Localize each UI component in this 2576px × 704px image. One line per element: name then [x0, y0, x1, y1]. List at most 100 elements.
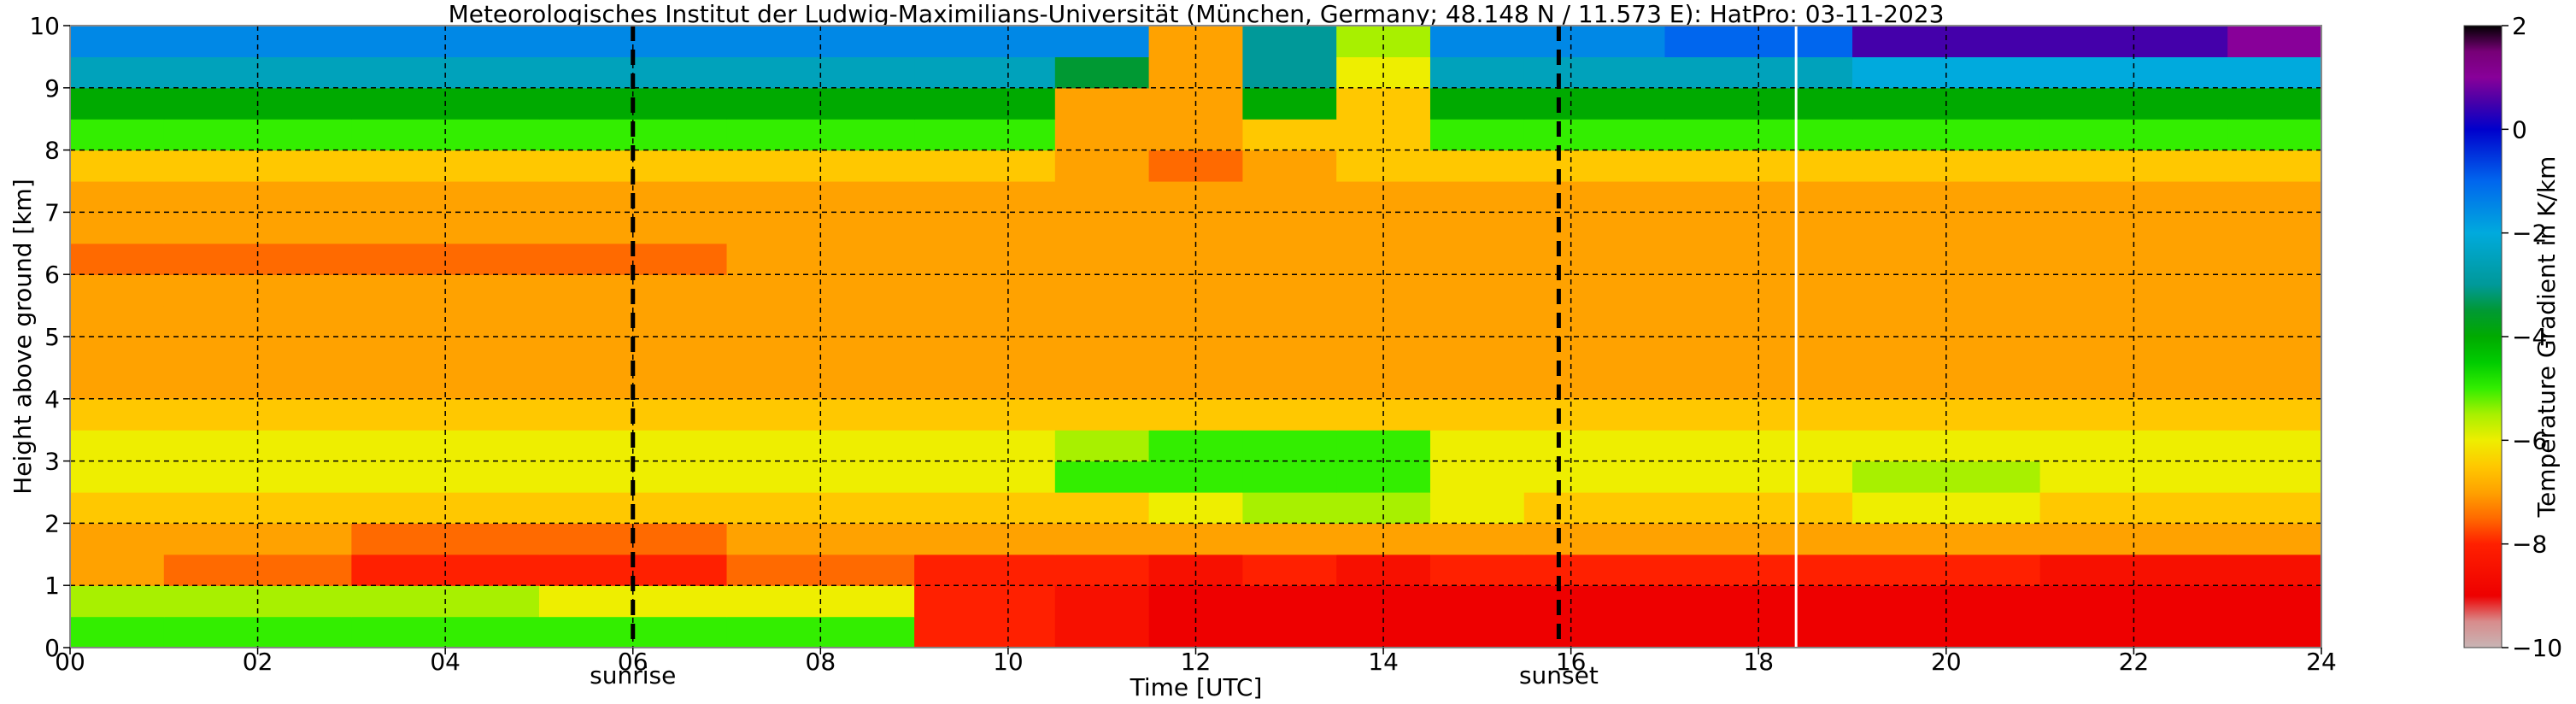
- heatmap-cell: [1242, 554, 1337, 586]
- heatmap-cell: [2227, 274, 2322, 307]
- x-tick-label: 06: [618, 648, 648, 676]
- heatmap-cell: [914, 274, 1056, 307]
- heatmap-cell: [2227, 150, 2322, 182]
- heatmap-cell: [1429, 181, 1525, 213]
- colorbar-tick-label: −8: [2512, 531, 2547, 559]
- heatmap-cell: [1523, 56, 1666, 89]
- heatmap-cell: [1523, 461, 1666, 493]
- y-tick-label: 0: [44, 634, 60, 662]
- chart-title: Meteorologisches Institut der Ludwig-Max…: [449, 0, 1945, 28]
- heatmap-cell: [1242, 461, 1337, 493]
- heatmap-cell: [1054, 26, 1150, 57]
- x-axis-label: Time [UTC]: [1130, 673, 1263, 701]
- heatmap-cell: [914, 492, 1056, 524]
- heatmap-cell: [726, 243, 915, 275]
- heatmap-cell: [1054, 585, 1150, 618]
- heatmap-cell: [914, 119, 1056, 151]
- heatmap-cell: [1054, 181, 1150, 213]
- heatmap-cell: [1242, 274, 1337, 307]
- heatmap-cell: [1523, 523, 1666, 555]
- x-tick-label: 02: [243, 648, 273, 676]
- heatmap-cell: [1242, 56, 1337, 89]
- heatmap-cell: [914, 181, 1056, 213]
- heatmap-cell: [1852, 26, 2041, 57]
- y-tick-label: 5: [44, 323, 60, 351]
- heatmap-cell: [1054, 492, 1150, 524]
- heatmap-cell: [1054, 150, 1150, 182]
- heatmap-cell: [1336, 243, 1431, 275]
- heatmap-cell: [163, 243, 352, 275]
- heatmap-cell: [914, 212, 1056, 244]
- heatmap-cell: [70, 337, 165, 368]
- x-tick-label: 16: [1556, 648, 1587, 676]
- heatmap-cell: [2227, 430, 2322, 462]
- x-tick-label: 22: [2119, 648, 2150, 676]
- heatmap-cell: [70, 212, 165, 244]
- grid-lines: [70, 26, 2321, 648]
- y-tick-label: 10: [29, 12, 60, 40]
- heatmap-cell: [2227, 554, 2322, 586]
- heatmap-cell: [2227, 523, 2322, 555]
- heatmap-cell: [1523, 585, 1666, 618]
- heatmap-cell: [1523, 181, 1666, 213]
- heatmap-cell: [1429, 119, 1525, 151]
- heatmap-cell: [1054, 243, 1150, 275]
- heatmap-cell: [1242, 87, 1337, 120]
- heatmap-cell: [1523, 305, 1666, 337]
- heatmap-cell: [1429, 461, 1525, 493]
- heatmap-cell: [1852, 430, 2041, 462]
- heatmap-cell: [70, 87, 165, 120]
- heatmap-cell: [351, 337, 540, 368]
- colorbar-tick-label: −10: [2512, 634, 2562, 662]
- heatmap-cell: [914, 87, 1056, 120]
- heatmap-cell: [1054, 212, 1150, 244]
- heatmap-cell: [726, 26, 915, 57]
- x-tick-labels: 00 02 04 06 08 10 12 14 16 18 20 22 24: [55, 648, 2337, 676]
- y-tick-label: 3: [44, 448, 60, 476]
- heatmap-cell: [1242, 616, 1337, 648]
- heatmap-cell: [1523, 554, 1666, 586]
- x-tick-label: 10: [993, 648, 1024, 676]
- sunset-label: sunset: [1519, 661, 1599, 689]
- x-tick-label: 18: [1743, 648, 1774, 676]
- heatmap-cell: [1148, 243, 1243, 275]
- heatmap-cell: [2227, 87, 2322, 120]
- heatmap-cell: [1054, 87, 1150, 120]
- heatmap-cell: [1242, 398, 1337, 431]
- colorbar-tick-label: 2: [2512, 12, 2527, 40]
- heatmap-cell: [351, 243, 540, 275]
- heatmap-cell: [70, 181, 165, 213]
- heatmap-cell: [1242, 492, 1337, 524]
- colorbar-tick-label: 0: [2512, 115, 2527, 144]
- heatmap-cell: [1664, 430, 1853, 462]
- heatmap-cell: [914, 56, 1056, 89]
- y-tick-label: 1: [44, 572, 60, 600]
- heatmap-cell: [914, 150, 1056, 182]
- heatmap-cell: [1148, 26, 1243, 57]
- heatmap-cell: [2039, 337, 2228, 368]
- heatmap-cell: [2227, 212, 2322, 244]
- colorbar-tick-label: −6: [2512, 426, 2547, 455]
- heatmap-cell: [70, 616, 165, 648]
- heatmap-cell: [2039, 430, 2228, 462]
- heatmap-cell: [70, 305, 165, 337]
- heatmap-cell: [1054, 616, 1150, 648]
- heatmap-cell: [1336, 26, 1431, 57]
- heatmap-cell: [1054, 398, 1150, 431]
- heatmap-cell: [1523, 274, 1666, 307]
- heatmap-cell: [163, 337, 352, 368]
- heatmap-cell: [70, 523, 165, 555]
- heatmap-cell: [1429, 554, 1525, 586]
- heatmap-cell: [2227, 337, 2322, 368]
- heatmap-cell: [1523, 212, 1666, 244]
- heatmap-cell: [914, 398, 1056, 431]
- heatmap-cell: [70, 26, 165, 57]
- colorbar-label: Temperature Gradient in K/km: [2532, 156, 2561, 519]
- heatmap-cell: [1523, 430, 1666, 462]
- heatmap-cell: [1523, 616, 1666, 648]
- heatmap-cell: [163, 26, 352, 57]
- heatmap-cell: [1429, 585, 1525, 618]
- heatmap-cell: [1429, 305, 1525, 337]
- heatmap-cell: [1242, 181, 1337, 213]
